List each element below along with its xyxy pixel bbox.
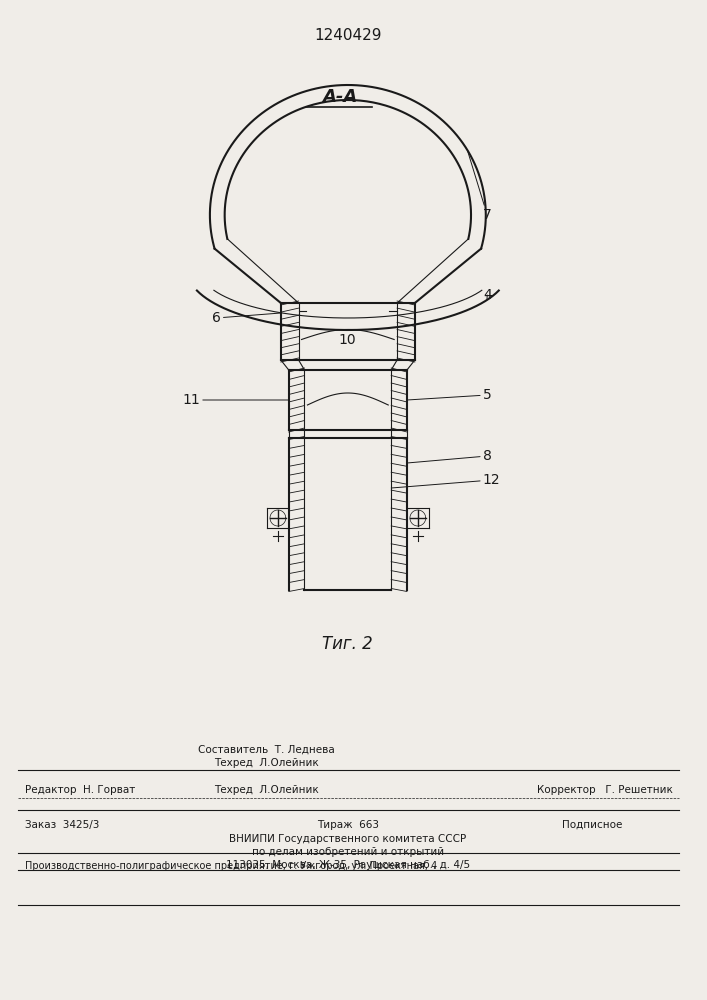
Text: Τиг. 2: Τиг. 2	[322, 635, 373, 653]
Text: 6: 6	[212, 311, 281, 325]
Text: Тираж  663: Тираж 663	[317, 820, 379, 830]
Text: 12: 12	[391, 473, 501, 488]
Text: 10: 10	[338, 333, 356, 347]
Text: Заказ  3425/3: Заказ 3425/3	[25, 820, 99, 830]
Text: Корректор   Г. Решетник: Корректор Г. Решетник	[537, 785, 673, 795]
Text: Техред  Л.Олейник: Техред Л.Олейник	[214, 758, 318, 768]
Text: 5: 5	[407, 388, 491, 402]
Text: 1240429: 1240429	[314, 28, 382, 43]
Text: 113035, Москва, Ж-35, Раушская наб., д. 4/5: 113035, Москва, Ж-35, Раушская наб., д. …	[226, 860, 470, 870]
Text: 4: 4	[483, 288, 491, 302]
Text: 7: 7	[467, 150, 491, 222]
Text: Составитель  Т. Леднева: Составитель Т. Леднева	[198, 745, 334, 755]
Text: 11: 11	[182, 393, 288, 407]
Text: Подписное: Подписное	[561, 820, 622, 830]
Text: Техред  Л.Олейник: Техред Л.Олейник	[214, 785, 318, 795]
Text: A-A: A-A	[322, 88, 358, 106]
Text: по делам изобретений и открытий: по делам изобретений и открытий	[252, 847, 444, 857]
Text: ВНИИПИ Государственного комитета СССР: ВНИИПИ Государственного комитета СССР	[229, 834, 467, 844]
Text: Производственно-полиграфическое предприятие, г. Ужгород, ул. Проектная, 4: Производственно-полиграфическое предприя…	[25, 861, 437, 871]
Text: Редактор  Н. Горват: Редактор Н. Горват	[25, 785, 135, 795]
Text: 8: 8	[407, 449, 492, 463]
